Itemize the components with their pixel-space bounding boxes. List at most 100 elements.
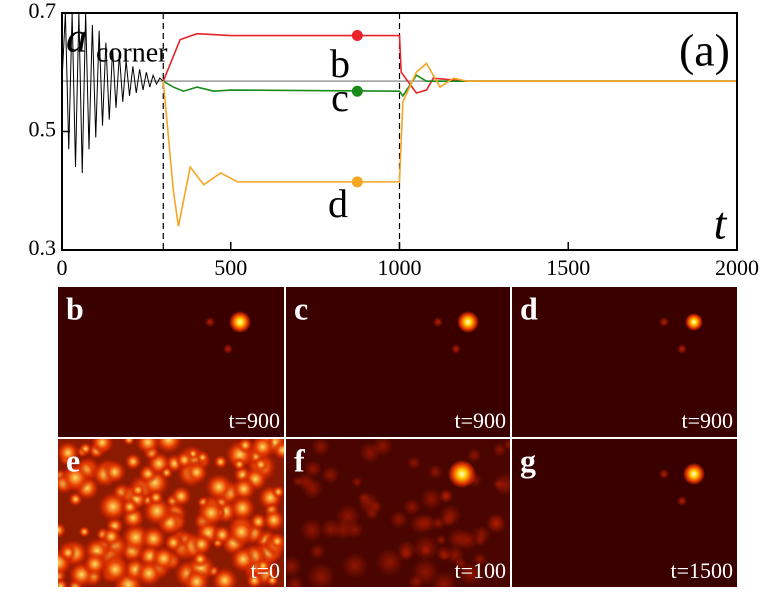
heatmap-panel: b t=900 [58, 287, 284, 437]
spot [677, 496, 687, 506]
blob [427, 464, 443, 480]
blob [335, 503, 361, 529]
spot [451, 344, 461, 354]
blob [232, 457, 247, 471]
spot [223, 344, 233, 354]
blob [102, 459, 127, 485]
blob [196, 498, 226, 528]
blob [255, 558, 272, 574]
series-line [162, 32, 737, 94]
blob [213, 454, 228, 470]
blob [141, 495, 173, 527]
blob [123, 439, 136, 446]
blob [153, 439, 184, 455]
heatmap-panel: g t=1500 [512, 439, 737, 587]
marker [351, 85, 363, 97]
blob [321, 465, 340, 484]
blob [485, 512, 507, 535]
x-tick-label: 2000 [715, 255, 759, 280]
blob [226, 517, 257, 547]
y-tick-label: 0.3 [29, 235, 57, 260]
blob [351, 476, 363, 488]
heatmap [512, 287, 737, 437]
blob [134, 559, 163, 587]
blob [493, 472, 510, 497]
heatmap-panel: d t=900 [512, 287, 737, 437]
blob [390, 510, 408, 529]
series-label: c [331, 75, 349, 120]
y-axis-label-sub: corner [96, 37, 168, 68]
blob [196, 451, 210, 465]
blob [191, 550, 209, 568]
blob [286, 555, 302, 578]
blob [245, 571, 264, 587]
spot [229, 311, 251, 333]
blob [440, 504, 462, 526]
series-label: b [330, 41, 350, 86]
blob [439, 550, 450, 562]
panel-time: t=0 [250, 558, 280, 583]
blob [358, 492, 380, 514]
blob [320, 518, 341, 540]
blob [435, 534, 447, 546]
marker [351, 30, 363, 42]
x-tick-label: 1000 [378, 255, 422, 280]
y-tick-label: 0.7 [29, 0, 57, 23]
blob [447, 528, 470, 550]
blob [58, 543, 78, 562]
blob [271, 485, 284, 499]
blob [297, 472, 315, 491]
spot [448, 460, 476, 488]
blob [229, 545, 257, 573]
x-tick-label: 1500 [546, 255, 590, 280]
blob [124, 452, 143, 471]
blob [418, 514, 437, 532]
blob [120, 497, 139, 516]
blob [299, 518, 324, 543]
blob [236, 439, 254, 454]
spot [659, 317, 669, 327]
blob [228, 494, 257, 523]
x-tick-label: 500 [214, 255, 247, 280]
panel-label: (a) [679, 25, 730, 76]
spot [685, 313, 703, 331]
panel-letter: d [520, 290, 538, 326]
panel-letter: f [294, 442, 305, 478]
x-axis-label: t [714, 198, 728, 249]
blob [249, 439, 276, 460]
heatmap-bg [512, 287, 737, 437]
heatmap-bg [512, 439, 737, 587]
heatmap-bg [286, 287, 510, 437]
blob [134, 439, 161, 456]
spot [439, 489, 453, 503]
panel-time: t=900 [681, 408, 733, 433]
blob [204, 472, 234, 502]
blob [160, 466, 174, 480]
blob [307, 562, 336, 587]
marker [351, 176, 363, 188]
panel-time: t=900 [228, 408, 280, 433]
blob [182, 568, 211, 587]
blob [458, 561, 483, 586]
blob [100, 554, 130, 585]
y-tick-label: 0.5 [29, 117, 57, 142]
heatmap [58, 287, 284, 437]
blob [375, 548, 404, 577]
series-label: d [328, 181, 348, 226]
panel-time: t=900 [454, 408, 506, 433]
blob [58, 521, 67, 539]
blob [311, 439, 330, 457]
blob [420, 545, 432, 556]
blob [420, 488, 442, 510]
y-axis-label: a [66, 16, 87, 62]
blob [175, 450, 194, 470]
spot [677, 344, 687, 354]
heatmap [286, 287, 510, 437]
plot-frame [61, 12, 738, 251]
heatmap [512, 439, 737, 587]
blob [78, 525, 91, 538]
blob [58, 440, 81, 466]
blob [412, 558, 440, 586]
spot [659, 469, 669, 479]
blob [372, 439, 393, 457]
